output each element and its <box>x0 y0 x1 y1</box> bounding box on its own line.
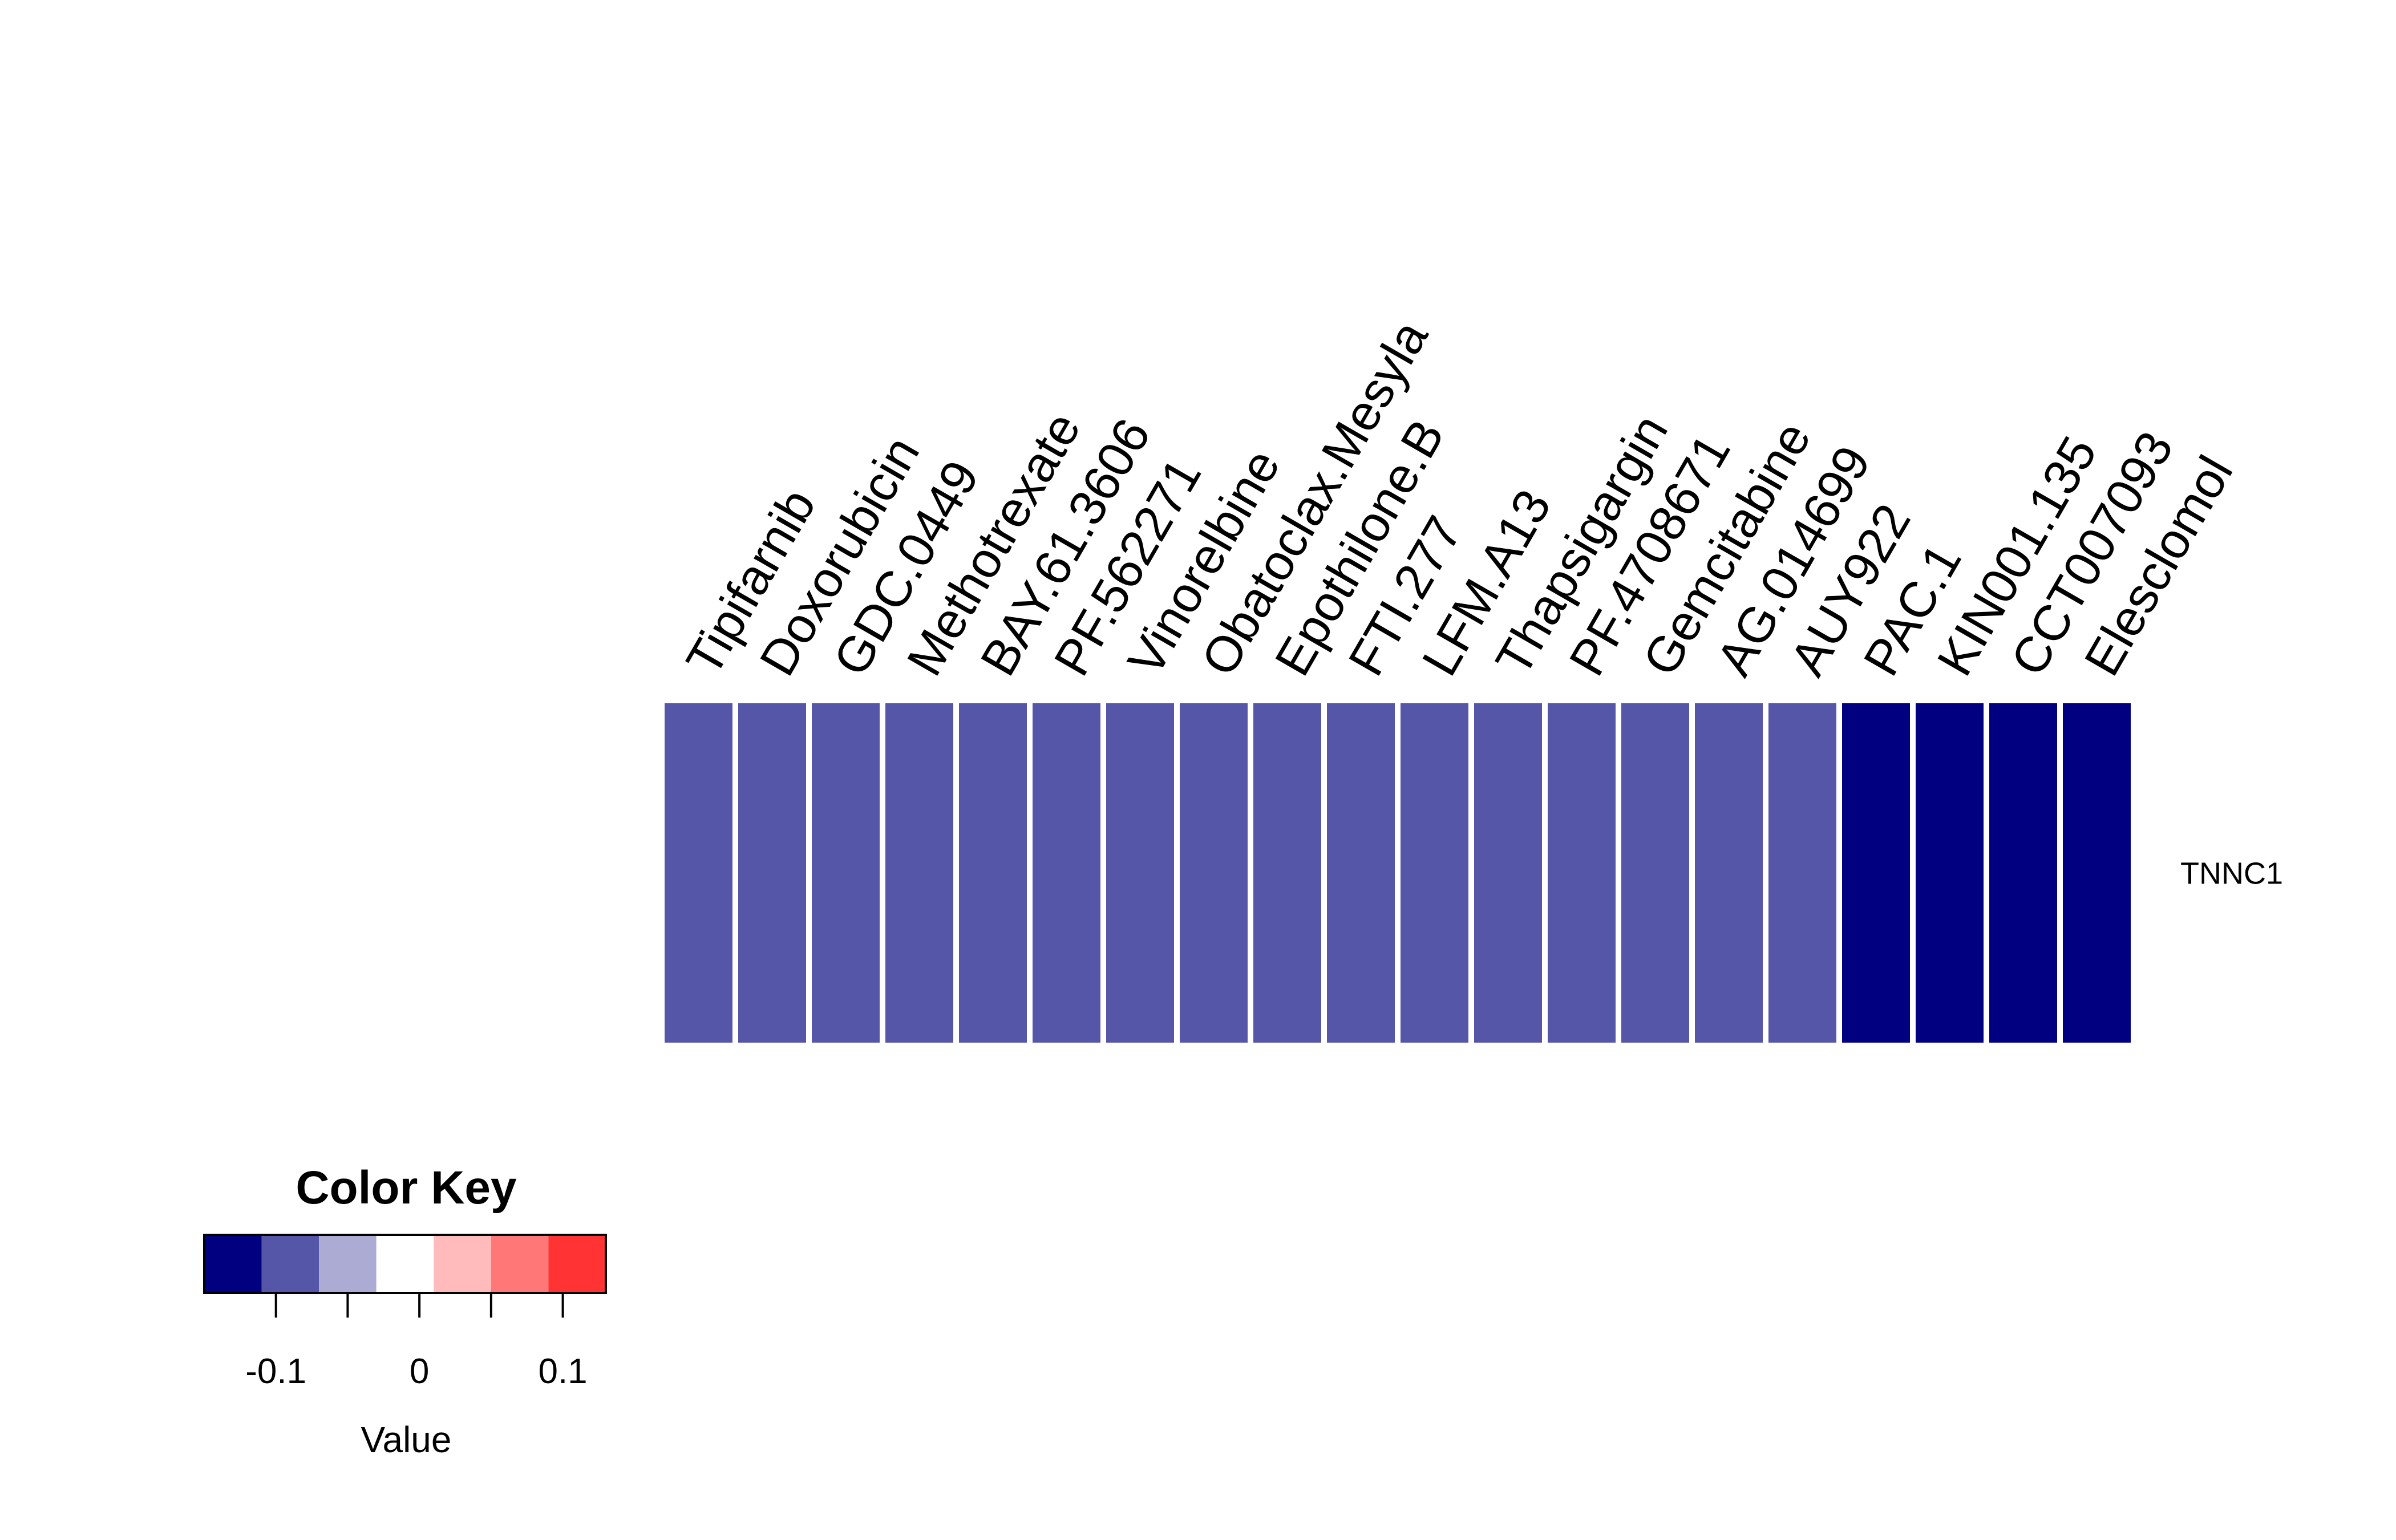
heatmap-cell <box>1621 703 1689 1043</box>
color-key-swatch <box>376 1235 434 1293</box>
color-key-title: Color Key <box>296 1162 517 1214</box>
column-labels: TipifarnibDoxorubicinGDC.0449Methotrexat… <box>675 311 2243 684</box>
color-key-swatch <box>204 1235 262 1293</box>
color-key: Color Key -0.1 0 0.1 Value <box>203 1162 607 1460</box>
row-labels: TNNC1 <box>2180 857 2283 891</box>
heatmap-cell <box>1180 703 1248 1043</box>
heatmap-cell <box>812 703 880 1043</box>
heatmap-cell <box>1474 703 1542 1043</box>
heatmap-cell <box>1106 703 1174 1043</box>
heatmap-cell <box>2063 703 2131 1043</box>
color-key-swatch <box>319 1235 377 1293</box>
heatmap-cell <box>1842 703 1910 1043</box>
color-key-swatch <box>434 1235 491 1293</box>
heatmap-cell <box>1695 703 1763 1043</box>
heatmap-cell <box>1916 703 1984 1043</box>
heatmap-cell <box>1548 703 1616 1043</box>
color-key-tick-label: 0.1 <box>538 1352 587 1391</box>
color-key-tick-label: 0 <box>410 1352 429 1391</box>
heatmap-cell <box>1989 703 2057 1043</box>
color-key-swatch <box>261 1235 319 1293</box>
color-key-border <box>203 1234 607 1294</box>
heatmap-cell <box>1253 703 1321 1043</box>
color-key-tick-label: -0.1 <box>245 1352 306 1391</box>
color-key-bar <box>203 1234 607 1294</box>
heatmap-cell <box>665 703 732 1043</box>
heatmap-cell <box>1033 703 1100 1043</box>
heatmap-cell <box>1768 703 1836 1043</box>
color-key-xlabel: Value <box>361 1419 452 1460</box>
heatmap-cell <box>1401 703 1468 1043</box>
heatmap-cell <box>738 703 806 1043</box>
color-key-axis: -0.1 0 0.1 <box>245 1293 588 1391</box>
color-key-swatch <box>548 1235 606 1293</box>
heatmap-cells <box>665 703 2131 1043</box>
heatmap-cell <box>885 703 953 1043</box>
row-label: TNNC1 <box>2180 857 2283 891</box>
color-key-swatch <box>491 1235 549 1293</box>
heatmap-cell <box>1327 703 1395 1043</box>
heatmap-cell <box>959 703 1027 1043</box>
